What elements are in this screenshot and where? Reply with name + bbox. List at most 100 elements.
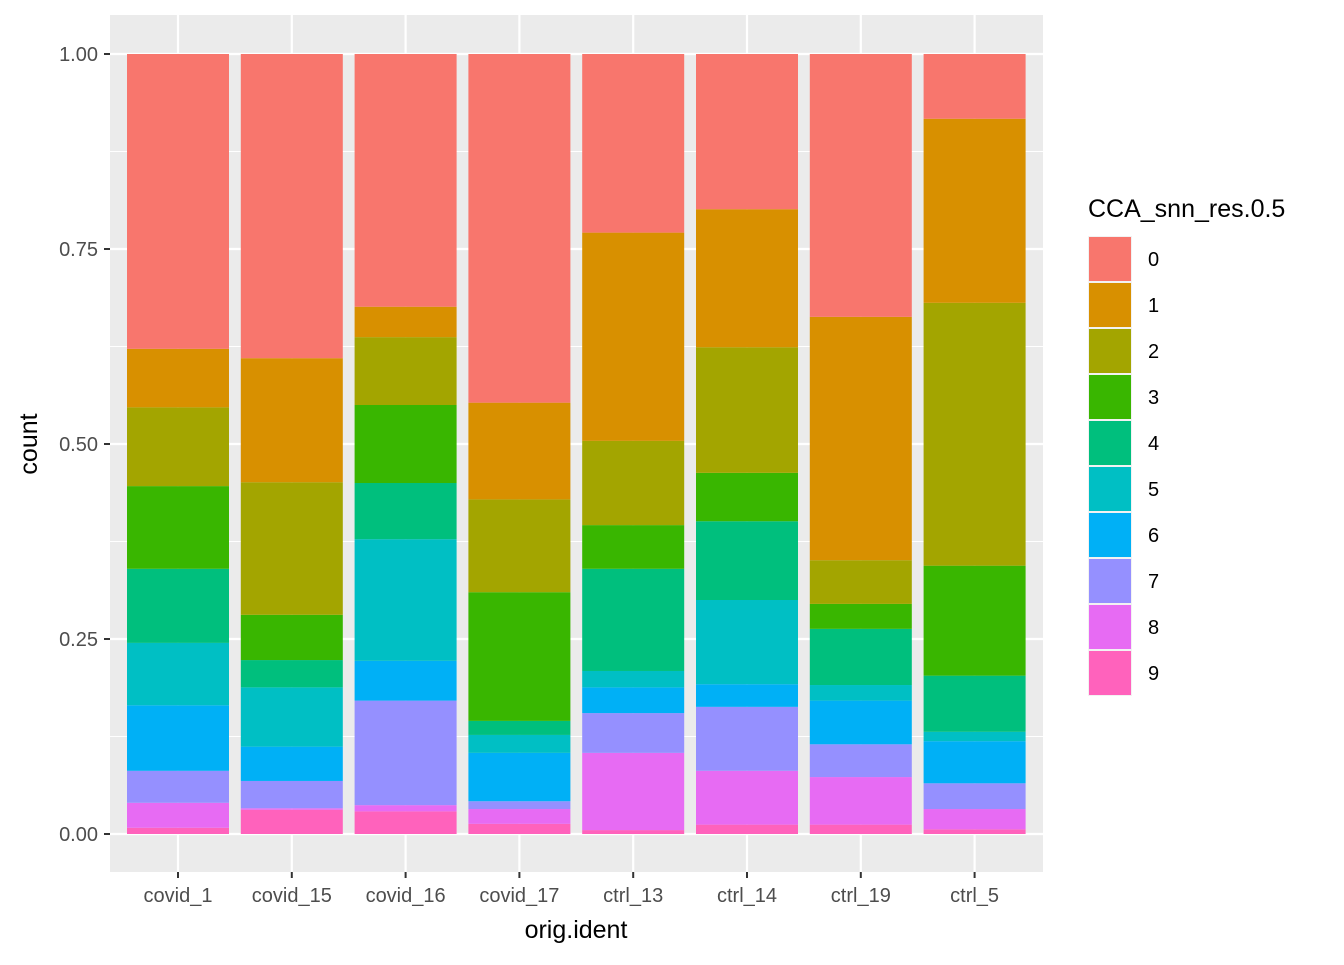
bar-segment-covid_1-cluster-6	[127, 705, 229, 771]
legend-label: 7	[1148, 571, 1159, 593]
x-tick-label: ctrl_5	[950, 885, 999, 907]
bar-segment-ctrl_13-cluster-1	[582, 232, 685, 441]
bar-segment-covid_15-cluster-5	[240, 687, 343, 747]
bar-segment-ctrl_13-cluster-0	[582, 54, 685, 233]
y-tick-label: 0.00	[59, 824, 98, 846]
bar-segment-ctrl_19-cluster-6	[809, 700, 912, 745]
legend-label: 5	[1148, 479, 1159, 501]
bar-segment-covid_17-cluster-4	[468, 720, 571, 735]
bar-segment-covid_15-cluster-9	[240, 809, 343, 834]
x-axis-title: orig.ident	[525, 916, 628, 944]
x-tick-label: covid_15	[252, 885, 332, 907]
bar-segment-covid_15-cluster-7	[240, 780, 343, 809]
legend-title: CCA_snn_res.0.5	[1088, 195, 1285, 223]
bar-segment-ctrl_19-cluster-2	[809, 560, 912, 604]
bar-segment-ctrl_19-cluster-5	[809, 685, 912, 701]
bar-segment-covid_1-cluster-2	[127, 407, 229, 487]
legend-key-swatch	[1089, 513, 1131, 557]
legend-key-swatch	[1089, 651, 1131, 695]
legend: CCA_snn_res.0.5 0 1 2 3 4 5 6 7 8 9	[1088, 195, 1285, 696]
bar-segment-ctrl_5-cluster-4	[923, 675, 1026, 732]
bar-segment-covid_1-cluster-3	[127, 486, 229, 569]
bar-segment-covid_15-cluster-1	[240, 358, 343, 483]
bar-segment-covid_16-cluster-2	[354, 337, 457, 405]
legend-label: 0	[1148, 249, 1159, 271]
bar-segment-covid_15-cluster-2	[240, 482, 343, 615]
bar-segment-covid_17-cluster-9	[468, 823, 571, 834]
bar-segment-covid_17-cluster-3	[468, 592, 571, 721]
bar-segment-covid_15-cluster-0	[240, 54, 343, 359]
legend-key-swatch	[1089, 329, 1131, 373]
bar-segment-covid_15-cluster-3	[240, 614, 343, 661]
legend-label: 4	[1148, 433, 1159, 455]
legend-key-swatch	[1089, 375, 1131, 419]
bar-segment-covid_16-cluster-8	[354, 805, 457, 812]
bar-segment-covid_17-cluster-5	[468, 734, 571, 753]
y-tick-label: 1.00	[59, 44, 98, 66]
x-tick-label: covid_17	[479, 885, 559, 907]
bar-segment-covid_16-cluster-9	[354, 811, 457, 834]
bar-segment-covid_1-cluster-8	[127, 802, 229, 828]
bar-segment-covid_17-cluster-7	[468, 801, 571, 810]
bar-segment-ctrl_5-cluster-0	[923, 54, 1026, 119]
bar-segment-covid_17-cluster-2	[468, 499, 571, 593]
bar-segment-covid_1-cluster-7	[127, 770, 229, 803]
legend-label: 6	[1148, 525, 1159, 547]
bar-segment-ctrl_5-cluster-2	[923, 302, 1026, 566]
bar-segment-ctrl_14-cluster-8	[696, 770, 798, 825]
bar-segment-covid_16-cluster-4	[354, 483, 457, 540]
bar-segment-covid_15-cluster-4	[240, 660, 343, 688]
bar-segment-covid_1-cluster-5	[127, 642, 229, 706]
legend-label: 1	[1148, 295, 1159, 317]
x-tick-label: covid_16	[366, 885, 446, 907]
bar-segment-ctrl_14-cluster-5	[696, 600, 798, 685]
bar-segment-ctrl_14-cluster-1	[696, 209, 798, 348]
legend-key-swatch	[1089, 605, 1131, 649]
bar-segment-ctrl_13-cluster-2	[582, 440, 685, 526]
bar-segment-ctrl_13-cluster-7	[582, 713, 685, 753]
bar-segment-ctrl_14-cluster-6	[696, 684, 798, 707]
bar-segment-ctrl_13-cluster-4	[582, 568, 685, 671]
legend-label: 2	[1148, 341, 1159, 363]
bar-segment-ctrl_5-cluster-1	[923, 118, 1026, 303]
bar-segment-ctrl_5-cluster-3	[923, 565, 1026, 676]
bar-segment-covid_1-cluster-4	[127, 568, 229, 643]
bar-segment-covid_16-cluster-5	[354, 539, 457, 661]
bar-segment-covid_17-cluster-8	[468, 809, 571, 824]
legend-key-swatch	[1089, 467, 1131, 511]
bar-segment-covid_16-cluster-7	[354, 700, 457, 806]
bar-segment-ctrl_14-cluster-0	[696, 54, 798, 210]
x-tick-label: ctrl_14	[717, 885, 777, 907]
bar-segment-ctrl_14-cluster-3	[696, 472, 798, 522]
bar-segment-ctrl_19-cluster-3	[809, 603, 912, 629]
bar-segment-covid_16-cluster-6	[354, 660, 457, 701]
y-axis-title: count	[15, 413, 43, 474]
y-tick-label: 0.50	[59, 434, 98, 456]
bar-segment-covid_17-cluster-1	[468, 402, 571, 500]
bar-segment-ctrl_5-cluster-8	[923, 809, 1026, 830]
bar-segment-ctrl_14-cluster-4	[696, 521, 798, 600]
bar-segment-covid_17-cluster-0	[468, 54, 571, 403]
bar-segment-ctrl_19-cluster-7	[809, 744, 912, 778]
bar-segment-ctrl_13-cluster-9	[582, 830, 685, 834]
legend-label: 3	[1148, 387, 1159, 409]
bar-segment-covid_16-cluster-1	[354, 306, 457, 338]
bar-segment-covid_1-cluster-9	[127, 827, 229, 834]
bar-segment-ctrl_19-cluster-4	[809, 628, 912, 686]
bar-segment-ctrl_13-cluster-5	[582, 670, 685, 688]
x-tick-label: ctrl_19	[831, 885, 891, 907]
legend-label: 8	[1148, 617, 1159, 639]
x-axis: covid_1 covid_15 covid_16 covid_17 ctrl_13 ct…	[144, 872, 999, 907]
bar-segment-covid_16-cluster-3	[354, 405, 457, 483]
bars	[127, 54, 1026, 834]
bar-segment-covid_16-cluster-0	[354, 54, 457, 307]
y-tick-label: 0.25	[59, 629, 98, 651]
bar-segment-ctrl_19-cluster-1	[809, 316, 912, 561]
bar-segment-ctrl_14-cluster-9	[696, 824, 798, 834]
legend-key-swatch	[1089, 559, 1131, 603]
bar-segment-ctrl_5-cluster-5	[923, 731, 1026, 742]
bar-segment-covid_15-cluster-6	[240, 746, 343, 781]
bar-segment-ctrl_19-cluster-0	[809, 54, 912, 317]
bar-segment-ctrl_13-cluster-6	[582, 687, 685, 714]
